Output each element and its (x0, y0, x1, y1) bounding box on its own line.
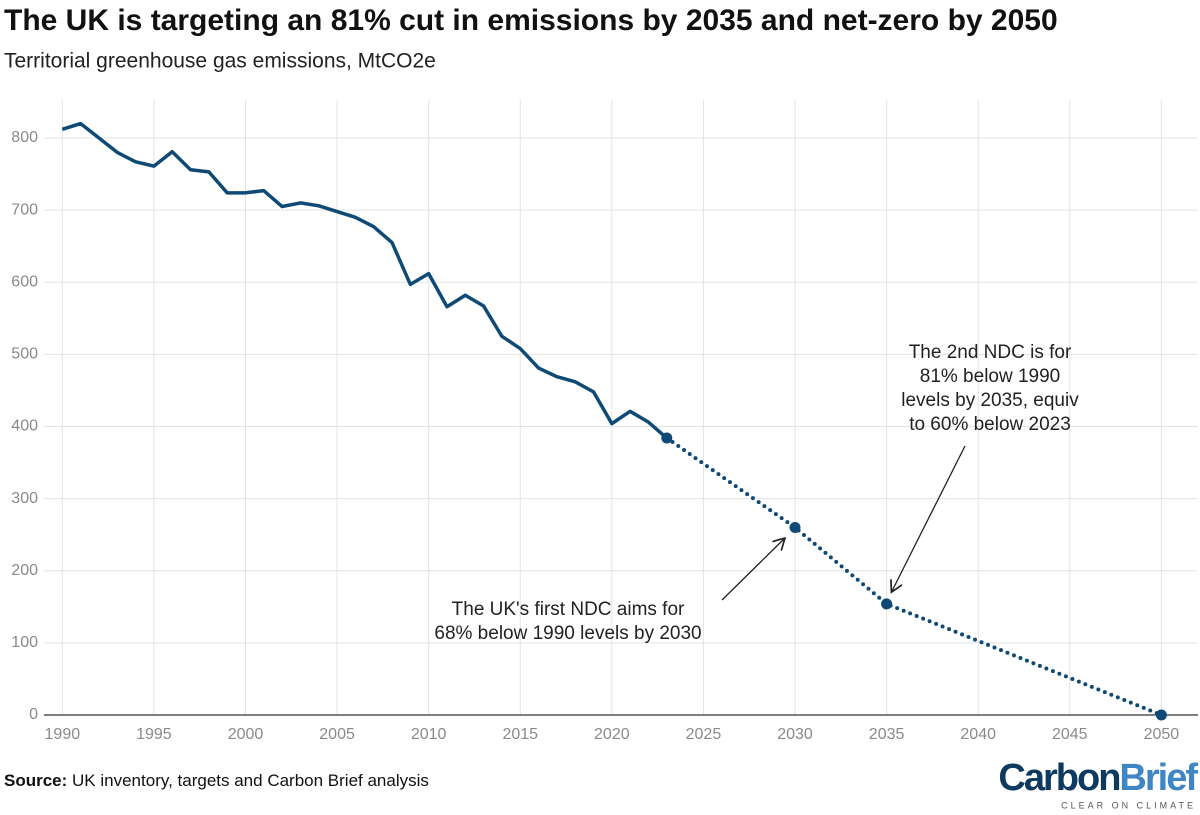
annotation-text: The 2nd NDC is for (909, 342, 1072, 363)
annotations: The UK's first NDC aims for 68% below 199… (434, 342, 1079, 644)
x-tick-label: 2030 (777, 726, 813, 743)
x-tick-label: 2005 (319, 726, 355, 743)
y-tick-label: 800 (11, 129, 38, 146)
point (661, 432, 673, 444)
logo: CarbonBrief (998, 757, 1198, 799)
point (881, 598, 893, 610)
x-tick-label: 2025 (686, 726, 722, 743)
source: Source: UK inventory, targets and Carbon… (4, 771, 429, 790)
chart-subtitle: Territorial greenhouse gas emissions, Mt… (4, 50, 436, 73)
y-tick-label: 400 (11, 418, 38, 435)
plot (61, 121, 1167, 721)
y-tick-label: 100 (11, 634, 38, 651)
x-tick-label: 2050 (1144, 726, 1180, 743)
logo-second: Brief (1119, 757, 1198, 799)
x-tick-label: 2035 (869, 726, 905, 743)
y-tick-label: 600 (11, 273, 38, 290)
annotation-text: The UK's first NDC aims for (452, 599, 685, 620)
y-tick-label: 500 (11, 346, 38, 363)
x-tick-label: 2015 (502, 726, 538, 743)
series-line (61, 121, 668, 440)
grid: 0 100 200 300 400 500 600 700 800 1990 1995 2000 200… (11, 100, 1198, 743)
y-tick-label: 200 (11, 562, 38, 579)
series-line (664, 436, 1164, 717)
annotation-text: 68% below 1990 levels by 2030 (434, 623, 701, 644)
chart-title: The UK is targeting an 81% cut in emissi… (4, 4, 1058, 37)
point (1155, 709, 1167, 721)
logo-tagline: CLEAR ON CLIMATE (1061, 800, 1196, 810)
x-tick-label: 2045 (1052, 726, 1088, 743)
y-tick-label: 300 (11, 490, 38, 507)
x-tick-label: 1990 (45, 726, 81, 743)
source-text: UK inventory, targets and Carbon Brief a… (72, 771, 429, 790)
y-tick-label: 0 (29, 706, 38, 723)
x-tick-label: 1995 (136, 726, 172, 743)
x-tick-label: 2000 (228, 726, 264, 743)
x-tick-label: 2040 (960, 726, 996, 743)
y-tick-label: 700 (11, 201, 38, 218)
annotation-arrow (721, 539, 784, 601)
annotation-text: to 60% below 2023 (909, 414, 1071, 435)
logo-first: Carbon (998, 757, 1119, 799)
point (789, 521, 801, 533)
annotation-arrow (892, 445, 966, 591)
x-tick-label: 2010 (411, 726, 447, 743)
x-tick-label: 2020 (594, 726, 630, 743)
source-label: Source: (4, 771, 67, 790)
annotation-text: 81% below 1990 (920, 366, 1061, 387)
annotation-text: levels by 2035, equiv (901, 390, 1079, 411)
